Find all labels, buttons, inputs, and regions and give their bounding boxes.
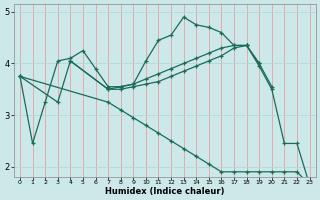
X-axis label: Humidex (Indice chaleur): Humidex (Indice chaleur) xyxy=(105,187,225,196)
